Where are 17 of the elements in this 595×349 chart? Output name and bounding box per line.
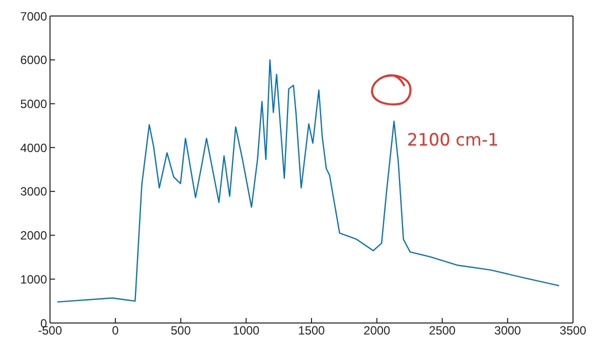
x-tick-label: 1000: [232, 324, 260, 338]
x-tick-label: 0: [112, 324, 120, 338]
x-tick-label: 1500: [298, 324, 326, 338]
annotation: 2100 cm-1: [407, 130, 499, 150]
y-tick-label: 5000: [20, 96, 48, 111]
x-tick-label: 500: [170, 324, 192, 338]
y-tick-label: 4000: [20, 140, 48, 155]
line-series: [56, 59, 560, 303]
y-tick-label: 7000: [20, 9, 48, 24]
y-tick-label: 6000: [20, 53, 48, 68]
x-tick-label: 3000: [494, 324, 522, 338]
x-tick-label: 3500: [560, 324, 587, 338]
x-tick-label: 2000: [364, 324, 391, 338]
y-tick-label: 1000: [20, 272, 48, 286]
y-tick-label: 2000: [20, 228, 48, 243]
x-tick-label: 2500: [428, 324, 456, 338]
y-tick-label: 3000: [20, 184, 48, 199]
